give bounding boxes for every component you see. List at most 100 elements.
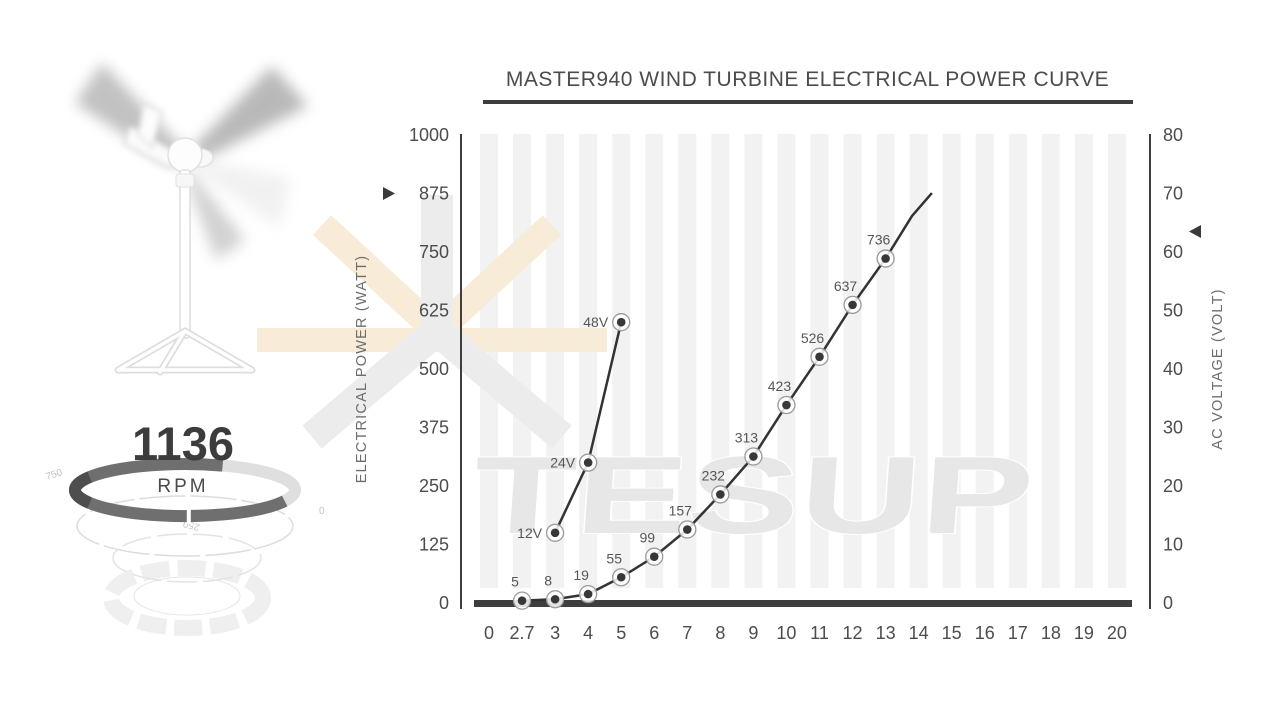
data-point-dot — [583, 589, 593, 599]
y-axis-tick-label-right: 60 — [1163, 242, 1183, 262]
x-axis-bar — [474, 600, 1132, 607]
blade-lower — [184, 168, 245, 260]
data-point-label: 637 — [834, 278, 858, 294]
logo-arm-downleft-icon — [302, 319, 447, 449]
data-point-label: 99 — [639, 530, 655, 546]
y-axis-tick-label-right: 20 — [1163, 476, 1183, 496]
x-axis-tick-label: 7 — [682, 623, 692, 643]
data-point-dot — [517, 596, 527, 605]
x-axis-tick-label: 3 — [550, 623, 560, 643]
logo-arm-upright-icon — [431, 215, 562, 338]
title-underline — [483, 100, 1133, 104]
x-axis-tick-label: 18 — [1041, 623, 1061, 643]
plot-stripe — [1008, 134, 1027, 588]
data-point-label: 313 — [735, 430, 759, 446]
x-axis-tick-label: 4 — [583, 623, 593, 643]
plot-stripe — [612, 134, 631, 588]
pole-collar — [175, 173, 195, 188]
plot-stripe — [942, 134, 961, 588]
data-point-dot — [815, 352, 824, 362]
data-point-label: 48V — [583, 314, 609, 330]
right-axis-title: AC VOLTAGE (VOLT) — [1210, 288, 1226, 449]
left-axis-pointer-icon — [383, 187, 395, 200]
gauge-ring-3 — [112, 533, 262, 583]
data-point-label: 423 — [768, 378, 792, 394]
data-point-dot — [550, 594, 560, 604]
y-axis-tick-label-left: 500 — [419, 359, 449, 379]
blade-ghost — [190, 158, 290, 228]
data-point-dot — [782, 400, 791, 410]
logo-arm-upleft-icon — [312, 215, 443, 338]
data-point-label: 8 — [544, 572, 552, 588]
data-point-dot — [583, 458, 593, 467]
plot-stripe — [1074, 134, 1093, 588]
plot-stripe — [876, 134, 895, 588]
x-axis-tick-label: 14 — [909, 623, 929, 643]
plot-stripe — [909, 134, 928, 588]
data-point-label: 19 — [573, 567, 589, 583]
gauge-scale-label-0: 0 — [319, 506, 325, 517]
plot-stripe — [843, 134, 862, 588]
plot-stripes — [480, 134, 1126, 588]
y-axis-tick-label-left: 750 — [419, 242, 449, 262]
plot-stripe — [1107, 134, 1126, 588]
data-point-dot — [683, 525, 692, 534]
y-axis-tick-label-right: 0 — [1163, 593, 1173, 613]
x-axis-tick-label: 10 — [776, 623, 796, 643]
y-axis-tick-label-right: 40 — [1163, 359, 1183, 379]
chart-title: MASTER940 WIND TURBINE ELECTRICAL POWER … — [505, 68, 1110, 91]
y-axis-tick-label-right: 10 — [1163, 535, 1183, 555]
turbine-pole — [179, 169, 191, 339]
x-axis-tick-label: 5 — [616, 623, 626, 643]
x-axis-tick-label: 11 — [810, 623, 829, 643]
x-axis-tick-label: 0 — [484, 623, 494, 643]
data-point-dot — [616, 572, 626, 582]
plot-stripe — [975, 134, 994, 588]
y-axis-tick-label-left: 1000 — [409, 125, 449, 145]
plot-stripe — [711, 134, 730, 588]
turbine-hub — [167, 137, 203, 173]
data-point-dot — [848, 300, 857, 310]
data-point-label: 24V — [550, 455, 576, 471]
x-axis-tick-label: 6 — [649, 623, 659, 643]
plot-stripe — [678, 134, 697, 588]
x-axis-tick-label: 2.7 — [510, 623, 535, 643]
y-axis-tick-label-left: 250 — [419, 476, 449, 496]
x-axis-tick-label: 12 — [843, 623, 863, 643]
plot-stripe — [546, 134, 565, 588]
right-axis-pointer-icon — [1189, 225, 1201, 239]
y-axis-tick-label-left: 125 — [419, 535, 449, 555]
x-axis-tick-label: 16 — [975, 623, 995, 643]
x-axis-tick-label: 13 — [876, 623, 896, 643]
tesup-logo-watermark — [257, 195, 607, 449]
ac-voltage-markers: 12V 24V 48V — [517, 313, 631, 542]
data-point-dot — [550, 528, 560, 538]
data-point-dot — [881, 254, 890, 263]
gauge-ring-2 — [76, 495, 294, 557]
wind-turbine-image — [75, 63, 308, 376]
left-axis-title: ELECTRICAL POWER (WATT) — [354, 255, 370, 483]
y-axis-tick-label-right: 30 — [1163, 418, 1183, 438]
y-axis-tick-label-left: 625 — [419, 301, 449, 321]
x-axis-tick-label: 9 — [748, 623, 758, 643]
data-point-dot — [749, 452, 758, 461]
y-axis-tick-label-left: 875 — [419, 184, 449, 204]
y-axis-tick-label-left: 375 — [419, 418, 449, 438]
data-point-label: 12V — [517, 525, 543, 541]
y-axis-tick-label-right: 80 — [1163, 125, 1183, 145]
rpm-unit: RPM — [157, 476, 208, 497]
data-point-label: 736 — [867, 232, 891, 248]
x-axis-tick-label: 19 — [1074, 623, 1094, 643]
electrical-power-markers: 5 8 19 55 99 157 232 313 423 526 637 736 — [511, 232, 895, 610]
data-point-label: 55 — [606, 550, 622, 566]
rpm-gauge: 750 250 0 1136 RPM — [45, 417, 325, 636]
y-axis-tick-label-right: 50 — [1163, 301, 1183, 321]
axis-tick-labels: 0125250375500625750875100001020304050607… — [409, 125, 1183, 643]
plot-stripe — [777, 134, 796, 588]
data-point-label: 5 — [511, 574, 519, 590]
gauge-ring-4 — [103, 560, 271, 636]
gauge-value-arc-dark — [69, 471, 93, 509]
gauge-ring-4-inner — [133, 576, 241, 616]
